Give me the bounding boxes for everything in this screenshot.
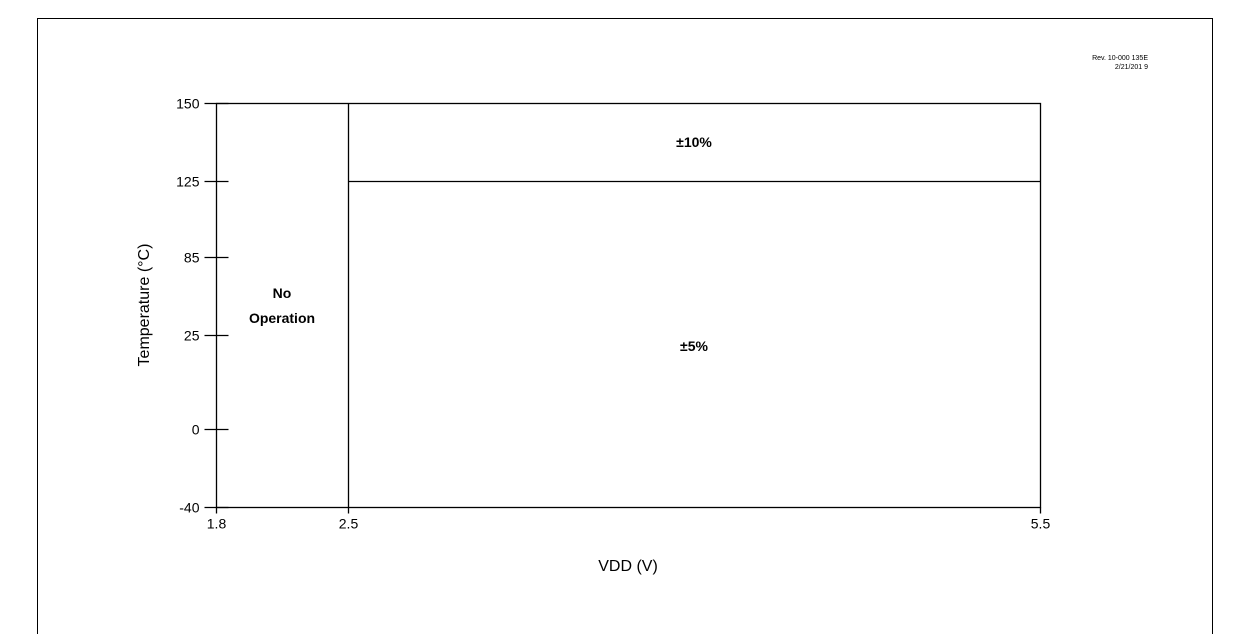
y-tick-label: 85 bbox=[184, 250, 200, 266]
y-tick-label: 0 bbox=[192, 422, 200, 438]
y-tick-label: 25 bbox=[184, 328, 200, 344]
y-tick-label: 150 bbox=[176, 96, 200, 112]
x-axis: 1.8 2.5 5.5 bbox=[207, 507, 1051, 532]
region-label-5-percent: ±5% bbox=[680, 338, 708, 354]
y-axis-title: Temperature (°C) bbox=[136, 244, 153, 367]
revision-number: Rev. 10-000 135E bbox=[1092, 55, 1148, 62]
x-tick-label: 1.8 bbox=[207, 516, 227, 532]
revision-note: Rev. 10-000 135E 2/21/201 9 bbox=[1040, 54, 1148, 72]
x-tick-label: 2.5 bbox=[339, 516, 359, 532]
y-axis: 150 125 85 25 0 -40 bbox=[176, 96, 229, 516]
region-label-10-percent: ±10% bbox=[676, 134, 712, 150]
y-tick-label: -40 bbox=[179, 500, 199, 516]
x-axis-title: VDD (V) bbox=[598, 558, 658, 575]
region-label-no-operation: No bbox=[273, 285, 292, 301]
revision-date: 2/21/201 9 bbox=[1114, 64, 1148, 71]
region-label-no-operation: Operation bbox=[249, 310, 315, 326]
x-tick-label: 5.5 bbox=[1031, 516, 1051, 532]
plot-area bbox=[215, 102, 1042, 509]
regions: No Operation ±10% ±5% bbox=[249, 103, 1041, 508]
y-tick-label: 125 bbox=[176, 174, 200, 190]
